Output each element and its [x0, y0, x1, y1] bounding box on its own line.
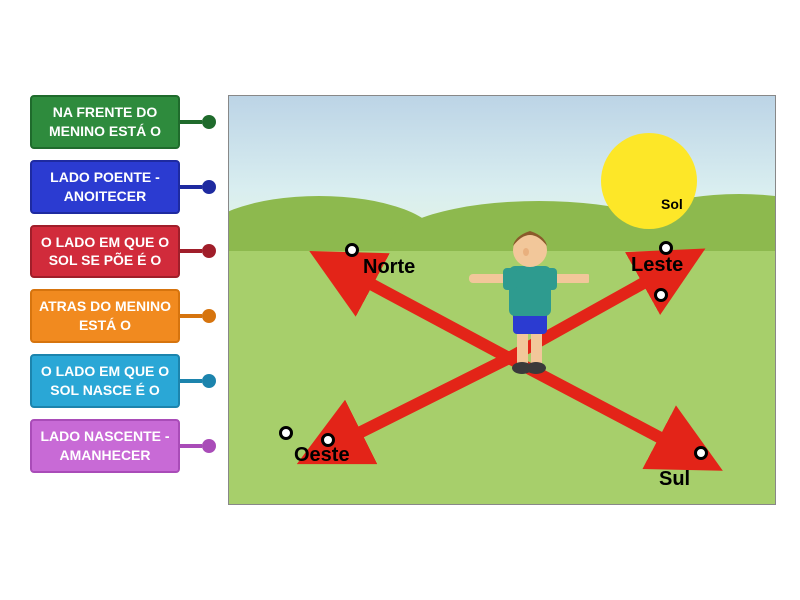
label-dot[interactable] — [202, 439, 216, 453]
pin-east2[interactable] — [654, 288, 668, 302]
label-text: LADO POENTE - ANOITECER — [30, 160, 180, 214]
label-text: O LADO EM QUE O SOL SE PÕE É O — [30, 225, 180, 279]
label-dot[interactable] — [202, 115, 216, 129]
label-connector — [180, 249, 202, 253]
label-text: O LADO EM QUE O SOL NASCE É O — [30, 354, 180, 408]
draggable-labels-column: NA FRENTE DO MENINO ESTÁ O LADO POENTE -… — [30, 95, 216, 505]
cardinal-directions-diagram: Sol — [228, 95, 776, 505]
pin-south[interactable] — [694, 446, 708, 460]
north-label: Norte — [363, 256, 415, 279]
south-label: Sul — [659, 468, 690, 491]
label-item-0[interactable]: NA FRENTE DO MENINO ESTÁ O — [30, 95, 216, 149]
west-label: Oeste — [294, 444, 350, 467]
label-connector — [180, 314, 202, 318]
label-connector — [180, 379, 202, 383]
label-item-2[interactable]: O LADO EM QUE O SOL SE PÕE É O — [30, 225, 216, 279]
label-dot[interactable] — [202, 180, 216, 194]
pin-north[interactable] — [345, 243, 359, 257]
label-dot[interactable] — [202, 374, 216, 388]
label-text: ATRAS DO MENINO ESTÁ O — [30, 289, 180, 343]
label-connector — [180, 444, 202, 448]
label-item-1[interactable]: LADO POENTE - ANOITECER — [30, 160, 216, 214]
pin-east[interactable] — [659, 241, 673, 255]
east-label: Leste — [631, 254, 683, 277]
pin-west[interactable] — [279, 426, 293, 440]
boy-figure — [469, 216, 589, 376]
pin-west2[interactable] — [321, 433, 335, 447]
label-text: LADO NASCENTE - AMANHECER — [30, 419, 180, 473]
label-connector — [180, 185, 202, 189]
label-item-3[interactable]: ATRAS DO MENINO ESTÁ O — [30, 289, 216, 343]
label-dot[interactable] — [202, 309, 216, 323]
label-item-4[interactable]: O LADO EM QUE O SOL NASCE É O — [30, 354, 216, 408]
label-dot[interactable] — [202, 244, 216, 258]
label-item-5[interactable]: LADO NASCENTE - AMANHECER — [30, 419, 216, 473]
label-connector — [180, 120, 202, 124]
label-text: NA FRENTE DO MENINO ESTÁ O — [30, 95, 180, 149]
